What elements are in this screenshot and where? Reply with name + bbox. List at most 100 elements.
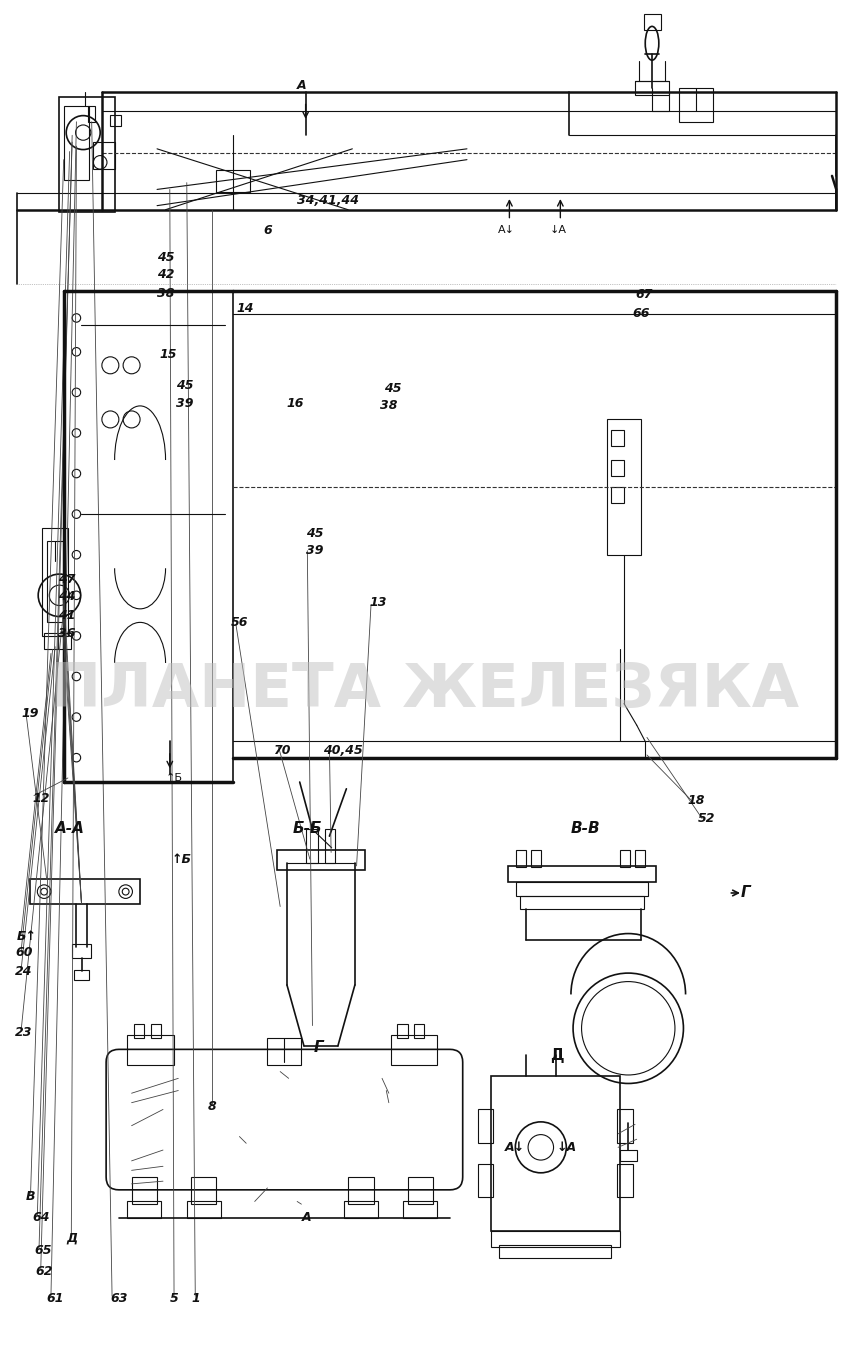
Text: В: В [25, 1189, 35, 1203]
Text: 65: 65 [34, 1243, 52, 1257]
Text: 45: 45 [384, 382, 402, 395]
Bar [414, 1024, 424, 1038]
Bar [635, 850, 645, 867]
Text: ↓А: ↓А [549, 225, 566, 235]
Bar [72, 944, 91, 958]
Bar [127, 1035, 174, 1065]
Bar [491, 1076, 620, 1231]
Text: Б-Б: Б-Б [293, 820, 322, 836]
Text: 42: 42 [157, 268, 175, 281]
Bar [607, 419, 641, 555]
Bar [348, 1177, 374, 1204]
Bar [64, 106, 89, 180]
Text: 61: 61 [47, 1292, 65, 1306]
Bar [611, 430, 624, 446]
Bar [478, 1164, 493, 1197]
Bar [611, 487, 624, 503]
Bar [344, 1201, 378, 1218]
Bar [187, 1201, 221, 1218]
Text: 47: 47 [58, 572, 76, 586]
Bar [499, 1245, 611, 1258]
Text: 45: 45 [157, 250, 175, 264]
Text: Г: Г [314, 1039, 323, 1055]
Bar [93, 142, 115, 169]
Bar [397, 1024, 408, 1038]
Text: 34,41,44: 34,41,44 [297, 193, 359, 207]
Bar [216, 170, 250, 192]
Bar [620, 1150, 637, 1161]
Text: Г: Г [740, 885, 750, 901]
Bar [508, 866, 656, 882]
Bar [408, 1177, 433, 1204]
Text: Д: Д [550, 1047, 564, 1063]
Text: 12: 12 [32, 792, 50, 805]
Text: А-А: А-А [54, 820, 85, 836]
Text: А↓: А↓ [505, 1141, 526, 1154]
Text: А: А [301, 1211, 311, 1224]
Text: 18: 18 [688, 794, 706, 808]
Text: 52: 52 [698, 812, 716, 825]
Bar [42, 528, 68, 636]
Bar [520, 896, 644, 909]
Text: ↓А: ↓А [557, 1141, 577, 1154]
Text: 41: 41 [58, 609, 76, 622]
Text: А↓: А↓ [498, 225, 515, 235]
Bar [611, 460, 624, 476]
Bar [110, 115, 121, 126]
Bar [59, 97, 115, 212]
Bar [134, 1024, 144, 1038]
Text: 70: 70 [273, 744, 291, 758]
Text: 24: 24 [15, 965, 33, 978]
Text: 67: 67 [635, 288, 653, 302]
Bar [635, 81, 669, 95]
Bar [478, 1109, 493, 1143]
Text: 19: 19 [21, 706, 39, 720]
Bar [325, 829, 335, 863]
Bar [88, 106, 95, 122]
Text: 36: 36 [58, 626, 76, 640]
Text: Д: Д [66, 1231, 77, 1245]
FancyArrowPatch shape [314, 831, 332, 848]
Bar [644, 14, 661, 30]
Text: 60: 60 [15, 946, 33, 959]
Bar [491, 1231, 620, 1247]
Bar [620, 850, 630, 867]
Text: В-В: В-В [571, 820, 600, 836]
Text: ↑Б: ↑Б [171, 852, 192, 866]
Bar [47, 541, 64, 622]
Bar [617, 1164, 633, 1197]
Text: 15: 15 [160, 348, 177, 361]
Bar [30, 879, 140, 904]
Bar [516, 850, 526, 867]
Text: 39: 39 [306, 544, 323, 557]
Text: 38: 38 [380, 399, 398, 413]
Bar [151, 1024, 161, 1038]
Text: 16: 16 [287, 396, 305, 410]
Text: 39: 39 [176, 396, 194, 410]
Bar [58, 633, 71, 649]
Text: 13: 13 [369, 595, 387, 609]
Text: 5: 5 [170, 1292, 178, 1306]
Text: 56: 56 [231, 616, 249, 629]
Text: 38: 38 [157, 287, 175, 300]
Bar [44, 633, 58, 649]
Text: 66: 66 [633, 307, 650, 321]
Text: 44: 44 [58, 590, 76, 603]
Text: 63: 63 [110, 1292, 128, 1306]
Bar [516, 882, 648, 896]
Text: Б↑: Б↑ [17, 930, 37, 943]
Text: 14: 14 [236, 302, 254, 315]
Text: 62: 62 [36, 1265, 53, 1279]
Bar [132, 1177, 157, 1204]
Bar [531, 850, 541, 867]
Bar [74, 970, 89, 980]
Text: ПЛАНЕТА ЖЕЛЕЗЯКА: ПЛАНЕТА ЖЕЛЕЗЯКА [50, 660, 799, 720]
Bar [679, 88, 713, 122]
Text: 8: 8 [208, 1100, 216, 1114]
Text: 6: 6 [263, 223, 272, 237]
Bar [391, 1035, 437, 1065]
Text: ↑Б: ↑Б [166, 773, 183, 783]
Text: 45: 45 [176, 379, 194, 392]
Text: 1: 1 [191, 1292, 200, 1306]
Text: А: А [297, 78, 306, 92]
